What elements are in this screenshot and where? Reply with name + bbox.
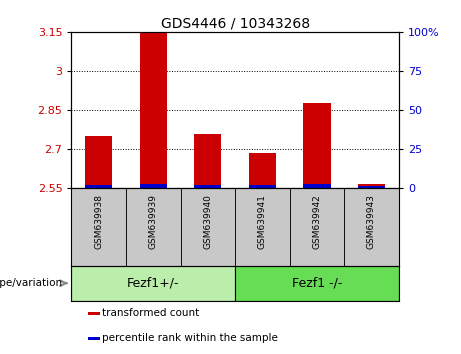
Bar <box>181 188 235 266</box>
Bar <box>88 337 100 339</box>
Bar <box>140 32 167 188</box>
Text: GSM639941: GSM639941 <box>258 194 267 249</box>
Bar <box>194 135 221 188</box>
Text: GSM639939: GSM639939 <box>149 194 158 249</box>
Text: GSM639943: GSM639943 <box>367 194 376 249</box>
Text: GSM639940: GSM639940 <box>203 194 213 249</box>
Bar <box>358 186 385 188</box>
Bar <box>290 188 344 266</box>
Text: Fezf1+/-: Fezf1+/- <box>127 277 179 290</box>
Title: GDS4446 / 10343268: GDS4446 / 10343268 <box>160 17 310 31</box>
Bar <box>249 153 276 188</box>
Bar <box>140 184 167 188</box>
Bar <box>303 184 331 188</box>
Text: Fezf1 -/-: Fezf1 -/- <box>292 277 342 290</box>
Bar <box>235 188 290 266</box>
Text: percentile rank within the sample: percentile rank within the sample <box>101 333 278 343</box>
Bar <box>85 184 112 188</box>
Bar <box>249 184 276 188</box>
Text: genotype/variation: genotype/variation <box>0 278 62 288</box>
Bar <box>344 188 399 266</box>
Bar <box>126 188 181 266</box>
Text: GSM639938: GSM639938 <box>94 194 103 249</box>
Bar <box>71 188 126 266</box>
Bar <box>358 184 385 188</box>
Text: transformed count: transformed count <box>101 308 199 318</box>
Bar <box>194 184 221 188</box>
Bar <box>88 312 100 315</box>
Bar <box>235 266 399 301</box>
Bar <box>71 266 235 301</box>
Bar <box>85 136 112 188</box>
Bar <box>303 103 331 188</box>
Text: GSM639942: GSM639942 <box>313 194 321 249</box>
